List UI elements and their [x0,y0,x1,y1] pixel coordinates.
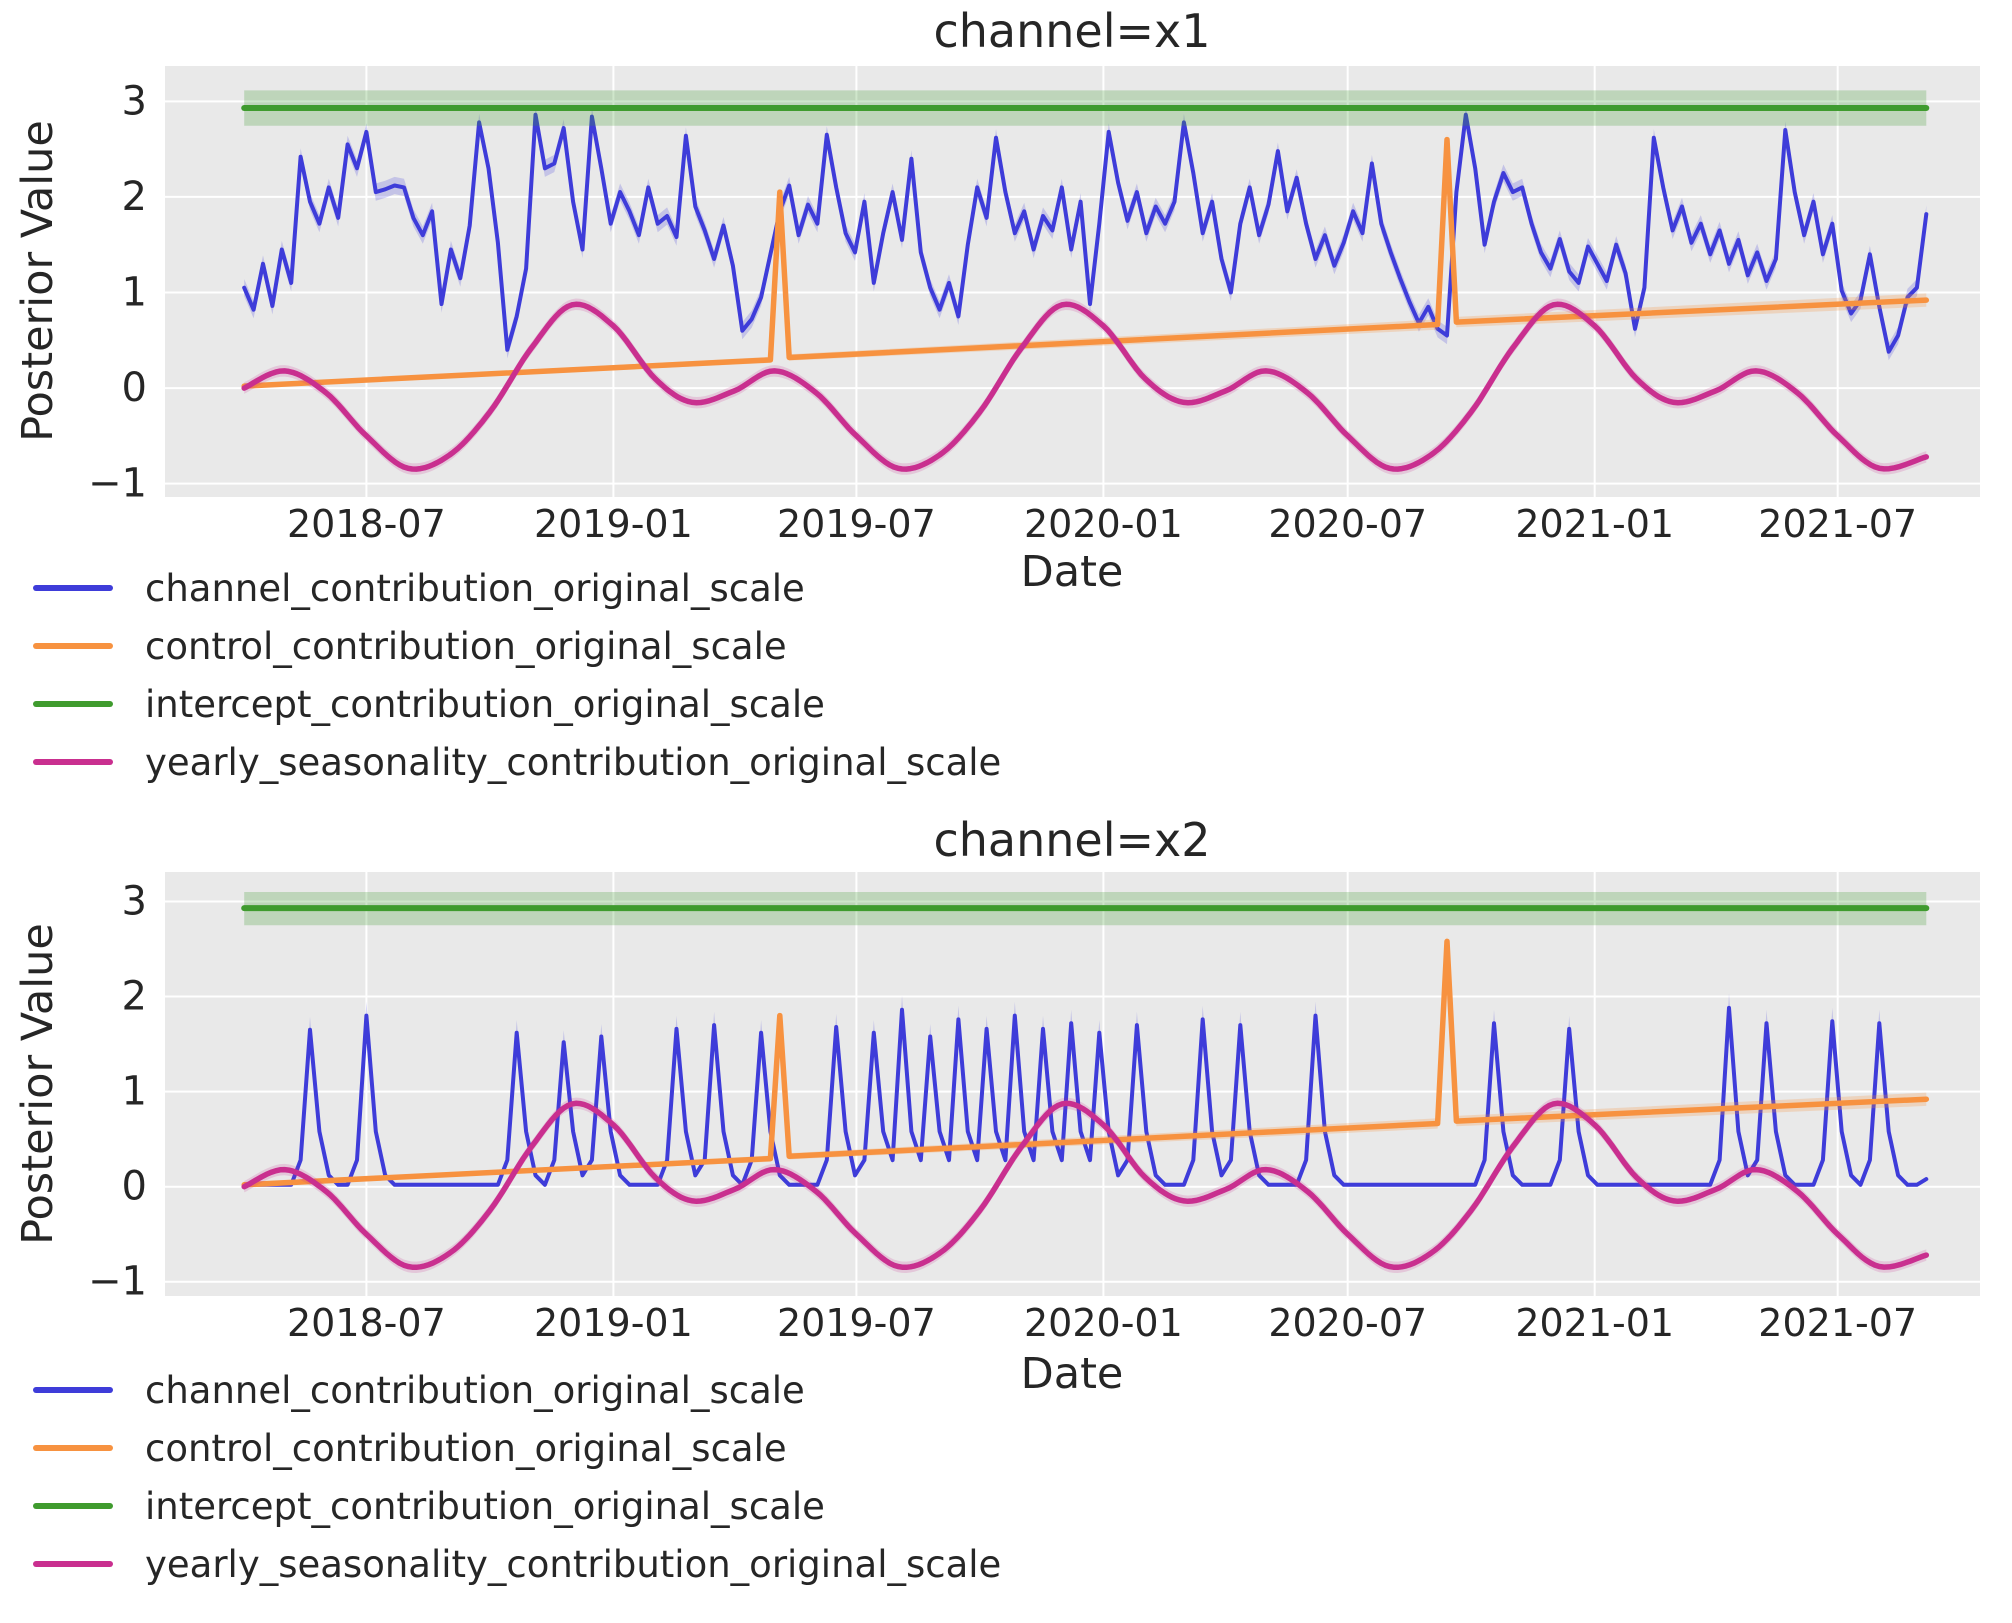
plot-background [165,872,1980,1296]
x-tick-label: 2018-07 [287,1301,446,1345]
legend-item-intercept: intercept_contribution_original_scale [33,680,1001,728]
chart2-x-axis-label: Date [1020,1349,1124,1399]
series-yearly-seasonality [241,1097,1930,1273]
legend-item-control: control_contribution_original_scale [33,1424,1001,1472]
gridlines [165,66,1980,497]
uncertainty-band [244,936,1927,1187]
series-line-channel [242,112,1929,354]
plot-background [165,66,1980,497]
x-tick-label: 2021-07 [1758,502,1917,546]
x-tick-label: 2020-07 [1268,1301,1427,1345]
legend-line-swatch-control [33,643,113,649]
legend-item-control: control_contribution_original_scale [33,622,1001,670]
series-yearly-seasonality [241,298,1930,475]
legend-label: channel_contribution_original_scale [145,1368,805,1412]
x-tick-label: 2021-01 [1515,1301,1674,1345]
legend-line-swatch-intercept [33,701,113,707]
chart2-y-axis-label: Posterior Value [13,923,63,1245]
x-tick-label: 2019-07 [777,1301,936,1345]
y-tick-label: −1 [88,461,147,507]
legend-item-yearly-seasonality: yearly_seasonality_contribution_original… [33,738,1001,786]
chart-2-plot: 3 2 1 0 −1 2018-07 2019-01 2019-07 2020-01 2020-0… [88,872,1980,1345]
uncertainty-band [244,134,1927,388]
legend-line-swatch-control [33,1445,113,1451]
legend-item-channel: channel_contribution_original_scale [33,1366,1001,1414]
series-line-yearly-seasonality [241,301,1930,472]
x-tick-label: 2018-07 [287,502,446,546]
x-tick-label: 2021-01 [1515,502,1674,546]
x-tick-label: 2020-01 [1024,1301,1183,1345]
legend-label: control_contribution_original_scale [145,624,787,668]
chart1-y-axis-label: Posterior Value [13,120,63,442]
legend-label: intercept_contribution_original_scale [145,682,825,726]
legend-label: yearly_seasonality_contribution_original… [145,740,1002,784]
y-tick-label: 3 [122,78,147,124]
x-tick-label: 2019-01 [534,502,693,546]
legend-label: channel_contribution_original_scale [145,566,805,610]
x-tick-label: 2020-01 [1024,502,1183,546]
y-tick-label: 1 [122,1069,147,1115]
legend-label: control_contribution_original_scale [145,1426,787,1470]
legend-item-yearly-seasonality: yearly_seasonality_contribution_original… [33,1540,1001,1588]
chart1-legend: channel_contribution_original_scale cont… [33,564,1001,796]
legend-line-swatch-yearly-seasonality [33,1561,113,1567]
y-tick-label: −1 [88,1259,147,1305]
legend-label: intercept_contribution_original_scale [145,1484,825,1528]
legend-line-swatch-channel [33,585,113,591]
legend-line-swatch-channel [33,1387,113,1393]
chart1-title: channel=x1 [933,4,1211,58]
legend-item-channel: channel_contribution_original_scale [33,564,1001,612]
chart1-x-axis-label: Date [1020,547,1124,597]
x-tick-label: 2021-07 [1758,1301,1917,1345]
legend-line-swatch-yearly-seasonality [33,759,113,765]
series-intercept [241,90,1930,126]
y-tick-label: 3 [122,878,147,924]
y-tick-label: 0 [122,1164,147,1210]
legend-line-swatch-intercept [33,1503,113,1509]
series-line-yearly-seasonality [241,1100,1930,1271]
x-tick-label: 2019-01 [534,1301,693,1345]
y-tick-label: 2 [122,174,147,220]
y-tick-label: 1 [122,269,147,315]
y-tick-label: 0 [122,365,147,411]
chart-1-plot: 3 2 1 0 −1 2018-07 2019-01 2019-07 2020-01 2020-0… [88,66,1980,546]
series-intercept [241,892,1930,926]
y-tick-label: 2 [122,974,147,1020]
x-tick-label: 2019-07 [777,502,936,546]
uncertainty-band [244,106,1927,361]
legend-label: yearly_seasonality_contribution_original… [145,1542,1002,1586]
x-tick-label: 2020-07 [1268,502,1427,546]
chart2-legend: channel_contribution_original_scale cont… [33,1366,1001,1598]
chart2-title: channel=x2 [933,813,1211,867]
series-channel [242,106,1929,361]
legend-item-intercept: intercept_contribution_original_scale [33,1482,1001,1530]
